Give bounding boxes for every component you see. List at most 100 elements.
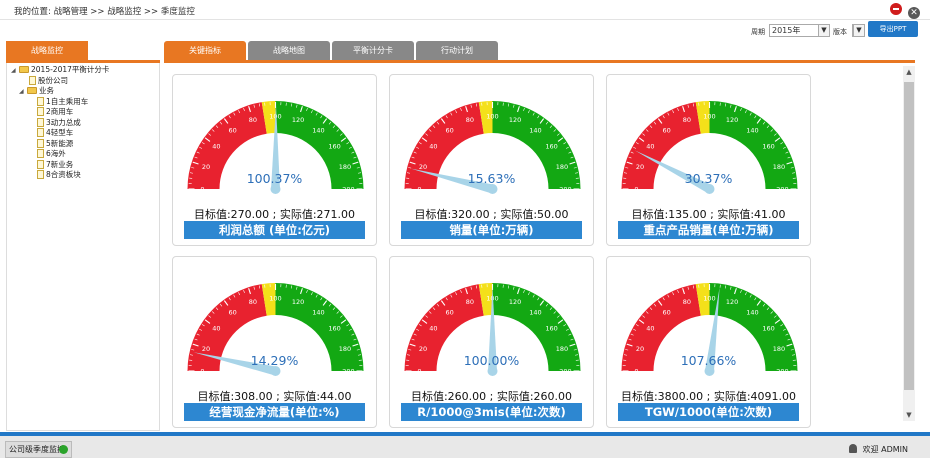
window-controls: ✕	[887, 3, 920, 19]
scroll-up-icon[interactable]: ▲	[906, 68, 912, 76]
tree-node-item[interactable]: 6海外	[11, 149, 109, 160]
tree-node-company[interactable]: 股份公司	[11, 75, 109, 87]
gauge-tick	[630, 333, 634, 336]
tree-node-item[interactable]: 2商用车	[11, 107, 109, 118]
gauge-band	[478, 283, 493, 316]
tree-node-item[interactable]: 1自主乘用车	[11, 96, 109, 108]
gauge-tick	[356, 167, 360, 169]
gauge-tick	[749, 112, 752, 116]
tree-node-item[interactable]: 8合资板块	[11, 170, 109, 181]
tree-node-item[interactable]: 3动力总成	[11, 117, 109, 129]
gauge-tick	[537, 115, 540, 119]
tree-view: ◢ 2015-2017平衡计分卡 股份公司 ◢ 业务 1自主乘用车 2商用车 3动力…	[11, 65, 109, 181]
gauge-tick-label: 80	[249, 116, 257, 124]
gauge-card: 0 20 40 60 80 100 120 140 160 180 200 14.29% 目标值:3…	[172, 256, 377, 428]
gauge-title: R/1000@3mis(单位:次数)	[401, 403, 582, 421]
gauge-percent: 14.29%	[250, 353, 299, 368]
gauge-tick	[418, 142, 422, 145]
scrollbar-thumb[interactable]	[904, 82, 914, 390]
document-icon	[37, 149, 44, 158]
gauge-tick	[653, 121, 657, 125]
tree-node-business[interactable]: ◢ 业务	[11, 86, 109, 97]
gauge-tick	[677, 107, 679, 112]
expand-icon[interactable]: ◢	[11, 67, 16, 74]
tree-node-item[interactable]: 7新业务	[11, 159, 109, 171]
breadcrumb: 我的位置: 战略管理 >> 战略监控 >> 季度监控	[14, 7, 195, 17]
refresh-icon[interactable]	[59, 445, 68, 454]
gauge-needle	[634, 150, 712, 193]
gauge-tick	[320, 297, 323, 301]
strategy-monitor-tab[interactable]: 战略监控	[6, 41, 88, 60]
gauge-tick	[208, 315, 211, 318]
gauge-tick	[653, 303, 657, 307]
gauge-tick	[223, 118, 229, 124]
gauge-tick	[233, 294, 236, 298]
gauge-tick	[351, 333, 355, 336]
gauge-tick	[357, 172, 362, 174]
gauge-tick	[290, 103, 293, 107]
gauge-tick	[569, 161, 576, 165]
gauge-tick	[570, 338, 574, 341]
gauge-tick	[208, 133, 211, 136]
close-icon[interactable]: ✕	[908, 7, 920, 19]
tree-node-root[interactable]: ◢ 2015-2017平衡计分卡	[11, 65, 109, 76]
gauge-tick	[351, 151, 355, 154]
gauge-band	[709, 283, 798, 371]
gauge-tick	[219, 303, 223, 307]
gauge-tick	[649, 307, 653, 310]
period-select[interactable]: 2015年 ▼	[769, 24, 830, 37]
gauge-tick-label: 200	[776, 368, 788, 376]
gauge-needle	[411, 168, 494, 194]
tab-balanced-scorecard[interactable]: 平衡计分卡	[332, 41, 414, 60]
gauge-tick	[460, 107, 462, 112]
gauge-tick	[545, 121, 549, 125]
vertical-scrollbar[interactable]: ▲ ▼	[903, 66, 915, 421]
gauge-values: 目标值:270.00 ; 实际值:271.00	[193, 208, 356, 221]
tab-action-plan[interactable]: 行动计划	[416, 41, 498, 60]
document-icon	[37, 117, 44, 127]
expand-icon[interactable]: ◢	[19, 88, 24, 95]
chevron-down-icon[interactable]: ▼	[853, 25, 864, 36]
gauge-tick	[762, 121, 766, 125]
gauge-tick-label: 60	[228, 126, 236, 134]
gauge-tick	[649, 125, 653, 128]
gauge-tick	[357, 354, 362, 356]
gauge-tick	[642, 315, 645, 318]
version-select[interactable]: ▼	[852, 24, 865, 37]
gauge-tick	[204, 319, 211, 324]
gauge-tick	[465, 106, 468, 113]
gauge-hub	[487, 366, 498, 376]
scroll-down-icon[interactable]: ▼	[906, 411, 912, 419]
gauge-tick	[243, 107, 245, 112]
gauge-tick	[346, 324, 350, 327]
gauge-tick	[633, 328, 637, 331]
gauge-tick	[774, 133, 777, 136]
gauge-tick-label: 200	[559, 186, 571, 194]
sidebar: ◢ 2015-2017平衡计分卡 股份公司 ◢ 业务 1自主乘用车 2商用车 3动力…	[6, 63, 160, 431]
quarterly-monitor-task-tab[interactable]: 公司级季度监控	[5, 441, 72, 458]
tree-node-item[interactable]: 5新能源	[11, 138, 109, 150]
gauge-tick-label: 160	[762, 325, 774, 333]
gauge-tick	[734, 288, 737, 295]
gauge-tick-label: 160	[762, 143, 774, 151]
gauge-tick	[348, 328, 352, 331]
tab-key-indicators[interactable]: 关键指标	[164, 41, 246, 60]
gauge-tick-label: 180	[773, 345, 785, 353]
period-value: 2015年	[772, 26, 801, 35]
gauge-tick	[332, 125, 336, 128]
gauge-tick	[310, 110, 313, 114]
chevron-down-icon[interactable]: ▼	[818, 25, 829, 36]
gauge-tick	[436, 303, 440, 307]
export-ppt-button[interactable]: 导出PPT	[868, 21, 918, 37]
gauge-tick	[432, 307, 436, 310]
gauge-tick	[450, 112, 453, 116]
gauge-tick	[626, 161, 633, 165]
minimize-icon[interactable]	[890, 3, 903, 15]
gauge-tick	[353, 338, 357, 341]
tab-strategy-map[interactable]: 战略地图	[248, 41, 330, 60]
tree-node-item[interactable]: 4轻型车	[11, 128, 109, 139]
gauge-tick	[346, 142, 350, 145]
gauge-needle	[488, 287, 497, 371]
gauge-tick	[568, 151, 572, 154]
gauge-tick	[418, 324, 422, 327]
